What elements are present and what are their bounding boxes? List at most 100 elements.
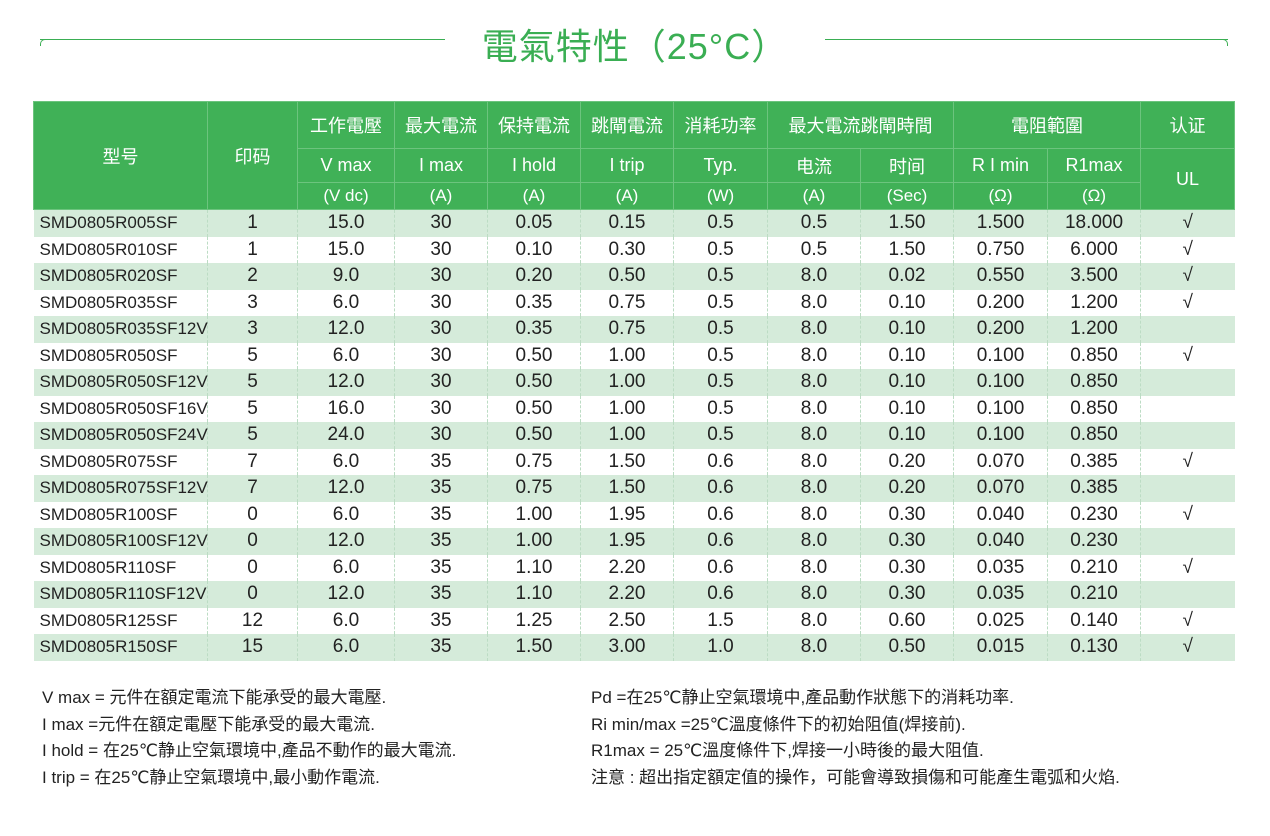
cell-ul <box>1140 475 1235 502</box>
cell-ihold: 0.75 <box>487 475 581 502</box>
cell-ul: √ <box>1140 289 1235 316</box>
cell-vmax: 9.0 <box>297 263 395 290</box>
cell-itrip: 0.50 <box>580 263 674 290</box>
header-pd-cn: 消耗功率 <box>673 101 768 149</box>
cell-ul <box>1140 422 1235 449</box>
cell-pd: 0.5 <box>673 395 768 422</box>
cell-pd: 0.6 <box>673 448 768 475</box>
note-line: R1max = 25℃溫度條件下,焊接一小時後的最大阻值. <box>591 741 984 760</box>
cell-r1max: 6.000 <box>1047 236 1141 263</box>
cell-itrip: 2.50 <box>580 607 674 634</box>
cell-trip-time: 0.50 <box>860 634 954 661</box>
cell-trip-current: 0.5 <box>767 236 861 263</box>
cell-trip-current: 0.5 <box>767 209 861 237</box>
cell-model: SMD0805R020SF <box>33 263 208 290</box>
cell-model: SMD0805R075SF <box>33 448 208 475</box>
cell-trip-time: 0.02 <box>860 263 954 290</box>
cell-rmin: 0.100 <box>953 395 1048 422</box>
cell-trip-time: 0.10 <box>860 342 954 369</box>
cell-r1max: 1.200 <box>1047 316 1141 343</box>
cell-vmax: 12.0 <box>297 316 395 343</box>
cell-vmax: 24.0 <box>297 422 395 449</box>
table-body: SMD0805R005SF 1 15.0 30 0.05 0.15 0.5 0.5 1.50 1.… <box>33 209 1235 661</box>
cell-ihold: 1.00 <box>487 528 581 555</box>
note-line: Ri min/max =25℃溫度條件下的初始阻值(焊接前). <box>591 714 966 734</box>
cell-model: SMD0805R050SF12V <box>33 369 208 396</box>
note-line: V max = 元件在額定電流下能承受的最大電壓. <box>42 688 387 707</box>
header-rmin-unit: (Ω) <box>953 182 1048 210</box>
cell-ihold: 0.50 <box>487 395 581 422</box>
cell-pd: 0.6 <box>673 581 768 608</box>
cell-ihold: 1.00 <box>487 501 581 528</box>
cell-trip-current: 8.0 <box>767 342 861 369</box>
cell-mark: 5 <box>207 422 298 449</box>
cell-rmin: 0.200 <box>953 289 1048 316</box>
cell-imax: 30 <box>394 209 488 237</box>
header-vmax-cn: 工作電壓 <box>297 101 395 149</box>
cell-ihold: 0.10 <box>487 236 581 263</box>
cell-imax: 35 <box>394 607 488 634</box>
cell-trip-current: 8.0 <box>767 607 861 634</box>
cell-itrip: 0.30 <box>580 236 674 263</box>
header-vmax-sym: V max <box>297 148 395 183</box>
cell-pd: 0.6 <box>673 554 768 581</box>
electrical-characteristics-table: 型号 印码 工作電壓 最大電流 保持電流 跳閘電流 消耗功率 最大電流跳閘時間 … <box>33 101 1235 661</box>
cell-itrip: 2.20 <box>580 581 674 608</box>
cell-trip-time: 1.50 <box>860 209 954 237</box>
cell-r1max: 0.230 <box>1047 528 1141 555</box>
cell-trip-current: 8.0 <box>767 634 861 661</box>
cell-model: SMD0805R075SF12V <box>33 475 208 502</box>
cell-r1max: 0.210 <box>1047 554 1141 581</box>
header-mark: 印码 <box>207 101 298 210</box>
note-line: 注意 : 超出指定額定值的操作，可能會導致損傷和可能產生電弧和火焰. <box>591 767 1120 787</box>
cell-imax: 30 <box>394 236 488 263</box>
cell-rmin: 0.070 <box>953 448 1048 475</box>
cell-imax: 35 <box>394 581 488 608</box>
table-row: SMD0805R150SF 15 6.0 35 1.50 3.00 1.0 8.0 0.50 0.… <box>33 634 1235 661</box>
cell-ul: √ <box>1140 342 1235 369</box>
cell-pd: 0.6 <box>673 475 768 502</box>
cell-itrip: 1.95 <box>580 501 674 528</box>
cell-ihold: 0.75 <box>487 448 581 475</box>
cell-ul: √ <box>1140 263 1235 290</box>
cell-ul: √ <box>1140 607 1235 634</box>
cell-itrip: 1.95 <box>580 528 674 555</box>
cell-trip-current: 8.0 <box>767 369 861 396</box>
table-row: SMD0805R100SF 0 6.0 35 1.00 1.95 0.6 8.0 0.30 0.0… <box>33 501 1235 528</box>
cell-imax: 30 <box>394 289 488 316</box>
title-bar: 電氣特性（25°C） <box>0 14 1270 74</box>
cell-rmin: 0.040 <box>953 528 1048 555</box>
cell-ihold: 1.10 <box>487 554 581 581</box>
cell-r1max: 3.500 <box>1047 263 1141 290</box>
cell-mark: 0 <box>207 554 298 581</box>
cell-pd: 0.6 <box>673 528 768 555</box>
cell-model: SMD0805R100SF <box>33 501 208 528</box>
cell-trip-current: 8.0 <box>767 501 861 528</box>
cell-trip-current: 8.0 <box>767 554 861 581</box>
page-title: 電氣特性（25°C） <box>481 26 789 67</box>
cell-rmin: 0.015 <box>953 634 1048 661</box>
cell-trip-time: 1.50 <box>860 236 954 263</box>
cell-ihold: 0.50 <box>487 342 581 369</box>
cell-model: SMD0805R050SF16V <box>33 395 208 422</box>
cell-itrip: 1.00 <box>580 395 674 422</box>
cell-mark: 1 <box>207 236 298 263</box>
cell-trip-time: 0.10 <box>860 289 954 316</box>
cell-trip-current: 8.0 <box>767 448 861 475</box>
cell-rmin: 0.025 <box>953 607 1048 634</box>
header-cert-cn: 认证 <box>1140 101 1235 149</box>
cell-ul <box>1140 581 1235 608</box>
table-row: SMD0805R035SF12V 3 12.0 30 0.35 0.75 0.5 8.0 0.1… <box>33 316 1235 343</box>
cell-vmax: 6.0 <box>297 607 395 634</box>
cell-imax: 35 <box>394 634 488 661</box>
cell-trip-time: 0.10 <box>860 316 954 343</box>
header-vmax-unit: (V dc) <box>297 182 395 210</box>
cell-pd: 0.5 <box>673 316 768 343</box>
cell-r1max: 0.385 <box>1047 475 1141 502</box>
cell-ihold: 1.50 <box>487 634 581 661</box>
cell-vmax: 6.0 <box>297 634 395 661</box>
cell-trip-time: 0.60 <box>860 607 954 634</box>
note-line: Pd =在25℃静止空氣環境中,產品動作狀態下的消耗功率. <box>591 688 1014 707</box>
cell-vmax: 12.0 <box>297 369 395 396</box>
cell-pd: 0.6 <box>673 501 768 528</box>
